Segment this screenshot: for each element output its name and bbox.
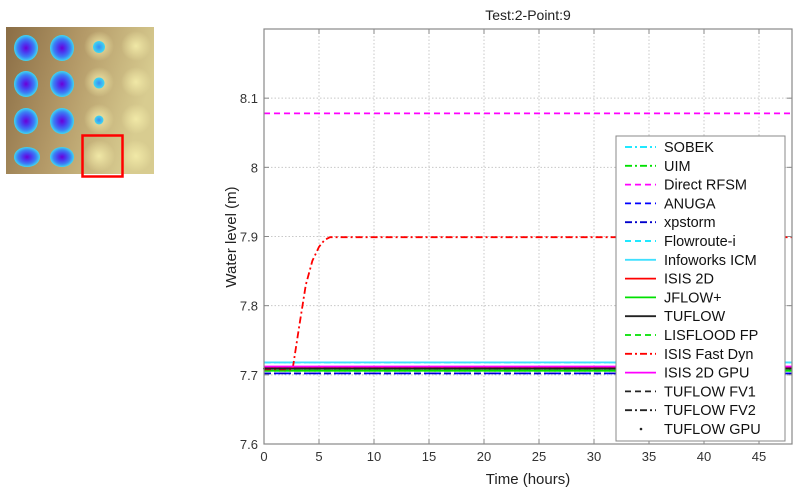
test-grid-thumbnail	[6, 27, 154, 178]
legend-item: Infoworks ICM	[625, 253, 757, 269]
legend-item: TUFLOW FV2	[625, 403, 756, 419]
legend-label: TUFLOW	[664, 309, 726, 325]
chart-title: Test:2-Point:9	[485, 7, 571, 23]
y-tick-label: 7.7	[240, 368, 258, 383]
x-tick-label: 20	[477, 449, 491, 464]
chart-legend: SOBEK UIM Direct RFSM ANUGA xpstorm Flowroute…	[615, 135, 786, 442]
legend-item: ANUGA	[625, 196, 716, 212]
series-line-isis-fast-dyn	[264, 236, 792, 371]
legend-label: JFLOW+	[664, 290, 722, 306]
legend-label: TUFLOW GPU	[664, 422, 761, 438]
legend-label: Infoworks ICM	[664, 253, 757, 269]
legend-label: ANUGA	[664, 196, 716, 212]
y-tick-label: 8	[251, 160, 258, 175]
legend-box	[615, 135, 786, 442]
legend-item: TUFLOW GPU	[639, 422, 761, 438]
legend-item: Flowroute-i	[625, 234, 736, 250]
legend-label: SOBEK	[664, 140, 714, 156]
axis-ticks: 0 5 10 15 20 25 30 35 40 45 7.6 7.7 7.8 7.9 8 8.1	[240, 29, 792, 464]
x-tick-label: 35	[642, 449, 656, 464]
legend-label: TUFLOW FV1	[664, 384, 756, 400]
legend-swatch	[639, 427, 643, 431]
x-tick-label: 15	[422, 449, 436, 464]
y-tick-label: 7.6	[240, 437, 258, 452]
legend-item: SOBEK	[625, 140, 714, 156]
legend-label: Flowroute-i	[664, 234, 736, 250]
legend-item: UIM	[625, 159, 691, 175]
y-axis-label: Water level (m)	[223, 186, 240, 287]
y-tick-label: 7.9	[240, 230, 258, 245]
x-tick-label: 45	[752, 449, 766, 464]
x-tick-label: 40	[697, 449, 711, 464]
legend-label: xpstorm	[664, 215, 716, 231]
legend-item: xpstorm	[625, 215, 716, 231]
legend-item: Direct RFSM	[625, 178, 747, 194]
legend-label: LISFLOOD FP	[664, 328, 758, 344]
flooded-ponds	[14, 35, 105, 167]
y-tick-label: 8.1	[240, 91, 258, 106]
y-tick-label: 7.8	[240, 299, 258, 314]
legend-label: ISIS Fast Dyn	[664, 347, 753, 363]
legend-item: ISIS Fast Dyn	[625, 347, 753, 363]
x-axis-label: Time (hours)	[486, 471, 570, 488]
legend-item: TUFLOW FV1	[625, 384, 756, 400]
pale-hollows	[83, 31, 152, 172]
legend-label: ISIS 2D GPU	[664, 366, 749, 382]
legend-item: TUFLOW	[625, 309, 726, 325]
x-tick-label: 10	[367, 449, 381, 464]
legend-label: UIM	[664, 159, 691, 175]
legend-label: ISIS 2D	[664, 272, 714, 288]
legend-item: ISIS 2D	[625, 272, 714, 288]
x-tick-label: 30	[587, 449, 601, 464]
legend-label: TUFLOW FV2	[664, 403, 756, 419]
legend-item: ISIS 2D GPU	[625, 366, 749, 382]
selected-point-highlight	[81, 134, 124, 178]
x-tick-label: 5	[315, 449, 322, 464]
x-tick-label: 0	[260, 449, 267, 464]
legend-item: JFLOW+	[625, 290, 722, 306]
legend-label: Direct RFSM	[664, 178, 747, 194]
x-tick-label: 25	[532, 449, 546, 464]
legend-item: LISFLOOD FP	[625, 328, 758, 344]
